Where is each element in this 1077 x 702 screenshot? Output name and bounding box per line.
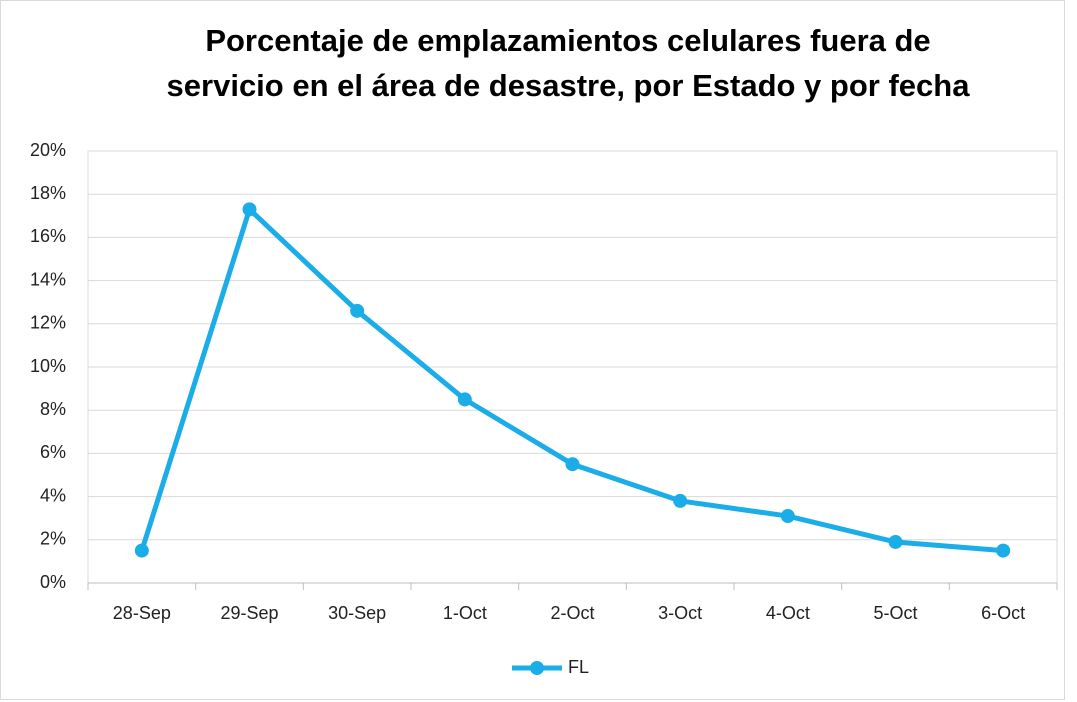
x-tick-label: 6-Oct xyxy=(981,603,1025,623)
data-point xyxy=(457,392,472,407)
x-tick-label: 28-Sep xyxy=(113,603,171,623)
data-point xyxy=(134,543,149,558)
y-tick-label: 12% xyxy=(30,313,66,333)
chart-title: servicio en el área de desastre, por Est… xyxy=(167,68,971,103)
y-tick-label: 8% xyxy=(40,399,66,419)
data-point xyxy=(242,202,257,217)
y-tick-label: 2% xyxy=(40,529,66,549)
y-tick-label: 14% xyxy=(30,269,66,289)
y-tick-label: 6% xyxy=(40,442,66,462)
x-tick-label: 3-Oct xyxy=(658,603,702,623)
x-tick-label: 4-Oct xyxy=(766,603,810,623)
y-tick-label: 0% xyxy=(40,572,66,592)
data-point xyxy=(888,534,903,549)
y-tick-label: 20% xyxy=(30,140,66,160)
x-tick-label: 29-Sep xyxy=(220,603,278,623)
chart-title: Porcentaje de emplazamientos celulares f… xyxy=(205,23,930,58)
y-tick-label: 10% xyxy=(30,356,66,376)
x-tick-label: 30-Sep xyxy=(328,603,386,623)
y-tick-label: 4% xyxy=(40,485,66,505)
data-point xyxy=(350,303,365,318)
legend-label: FL xyxy=(568,657,589,677)
x-tick-label: 2-Oct xyxy=(550,603,594,623)
x-tick-label: 1-Oct xyxy=(443,603,487,623)
legend-marker xyxy=(530,661,544,675)
x-tick-label: 5-Oct xyxy=(873,603,917,623)
y-tick-label: 16% xyxy=(30,226,66,246)
data-point xyxy=(673,493,688,508)
data-point xyxy=(996,543,1011,558)
data-point xyxy=(780,509,795,524)
y-tick-label: 18% xyxy=(30,183,66,203)
data-point xyxy=(565,457,580,472)
